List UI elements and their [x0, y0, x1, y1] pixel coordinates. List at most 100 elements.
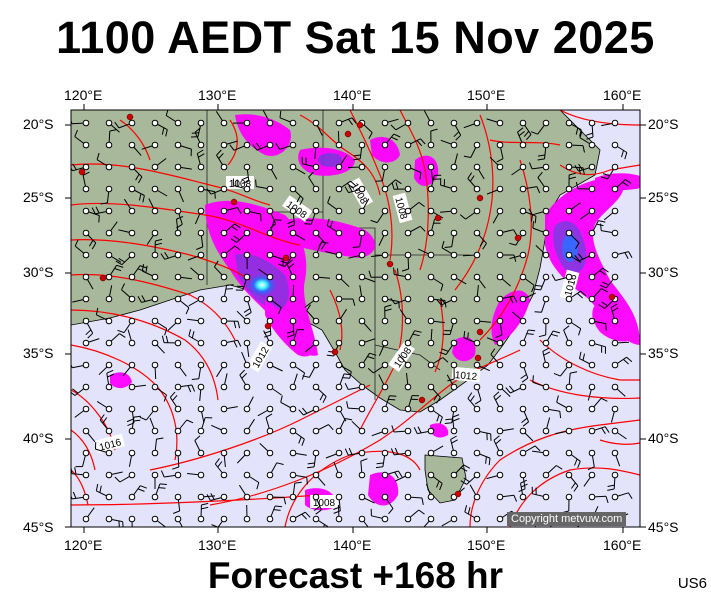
wind-barb-feather [185, 307, 190, 315]
wind-barb-feather [401, 268, 409, 272]
rain-west-ocean [110, 372, 132, 389]
wind-barb-feather [107, 373, 115, 378]
wind-barb-feather [71, 167, 73, 172]
wind-station [358, 295, 366, 303]
wind-barb-feather [553, 372, 561, 377]
wind-barb-feather [505, 387, 511, 394]
wind-barb-feather [370, 219, 378, 224]
wind-station [588, 119, 596, 127]
wind-station [174, 251, 182, 259]
wind-station [105, 185, 113, 193]
wind-barbs [71, 110, 633, 536]
wind-station [335, 449, 343, 457]
wind-barb-feather [535, 284, 543, 287]
wind-station [565, 339, 573, 347]
wind-station [565, 119, 573, 127]
wind-barb-feather [164, 328, 168, 336]
wind-barb-feather [233, 321, 237, 329]
wind-station [243, 317, 251, 325]
wind-station [289, 493, 297, 501]
wind-barb-feather [469, 175, 475, 182]
wind-barb-feather [298, 436, 302, 444]
wind-station [105, 273, 113, 281]
wind-barb-feather [119, 333, 126, 338]
wind-station [128, 383, 136, 391]
wind-station [519, 141, 527, 149]
wind-station [611, 163, 619, 171]
wind-station [473, 141, 481, 149]
wind-barb-feather [165, 335, 169, 343]
wind-station [174, 163, 182, 171]
wind-station [289, 119, 297, 127]
wind-barb-feather [441, 348, 449, 352]
wind-station [82, 339, 90, 347]
wind-barb-feather [348, 185, 353, 192]
wind-barb-feather [574, 165, 580, 172]
wind-barb-feather [98, 215, 100, 223]
wind-station [588, 141, 596, 149]
wind-barb-feather [602, 267, 609, 273]
wind-barb-feather [509, 385, 515, 392]
lon-label-bottom-3: 150°E [467, 537, 506, 553]
wind-barb-feather [375, 466, 383, 469]
wind-barb-feather [87, 332, 94, 339]
wind-barb-feather [301, 439, 305, 446]
wind-barb-feather [586, 136, 594, 140]
wind-station [289, 251, 297, 259]
wind-station [151, 207, 159, 215]
wind-barb-feather [622, 181, 629, 187]
wind-station [542, 449, 550, 457]
wind-barb-feather [528, 162, 533, 170]
wind-barb-feather [467, 507, 471, 515]
lon-label-top-2: 140°E [333, 87, 372, 103]
wind-station [611, 229, 619, 237]
wind-barb-feather [495, 334, 503, 339]
wind-barb-feather [585, 132, 593, 136]
wind-barb-feather [74, 129, 78, 137]
wind-station [404, 229, 412, 237]
wind-station [266, 339, 274, 347]
wind-station [427, 405, 435, 413]
wind-station [82, 229, 90, 237]
wind-barb-feather [315, 509, 322, 515]
lon-label-bottom-4: 160°E [603, 537, 642, 553]
wind-station [542, 163, 550, 171]
wind-barb-feather [99, 414, 105, 421]
wind-station [381, 207, 389, 215]
wind-station [404, 427, 412, 435]
wind-station [82, 317, 90, 325]
wind-station [496, 251, 504, 259]
wind-barb-feather [368, 270, 372, 278]
wind-station [197, 317, 205, 325]
wind-station [82, 295, 90, 303]
wind-barb-feather [579, 351, 582, 359]
wind-station [312, 471, 320, 479]
wind-station [588, 405, 596, 413]
wind-barb-feather [172, 466, 179, 470]
wind-station [128, 449, 136, 457]
wind-station [105, 207, 113, 215]
wind-station [197, 207, 205, 215]
wind-station [266, 141, 274, 149]
wind-station [266, 185, 274, 193]
wind-station [450, 339, 458, 347]
wind-barb-feather [218, 152, 224, 159]
wind-barb-feather [394, 471, 399, 479]
wind-station [565, 471, 573, 479]
wind-station [450, 427, 458, 435]
lat-label-right-3: 35°S [648, 345, 679, 361]
wind-barb-feather [206, 494, 211, 501]
wind-barb-feather [138, 193, 142, 201]
wind-barb-feather [118, 257, 125, 263]
wind-barb-feather [366, 530, 370, 536]
wind-station [496, 273, 504, 281]
wind-station [565, 405, 573, 413]
wind-barb-feather [306, 477, 308, 485]
wind-barb-feather [256, 142, 262, 150]
wind-station [588, 229, 596, 237]
wind-barb-feather [302, 375, 310, 378]
wind-station [243, 383, 251, 391]
wind-barb-feather [447, 378, 455, 382]
wind-barb-feather [602, 173, 610, 177]
wind-barb-feather [599, 284, 607, 289]
